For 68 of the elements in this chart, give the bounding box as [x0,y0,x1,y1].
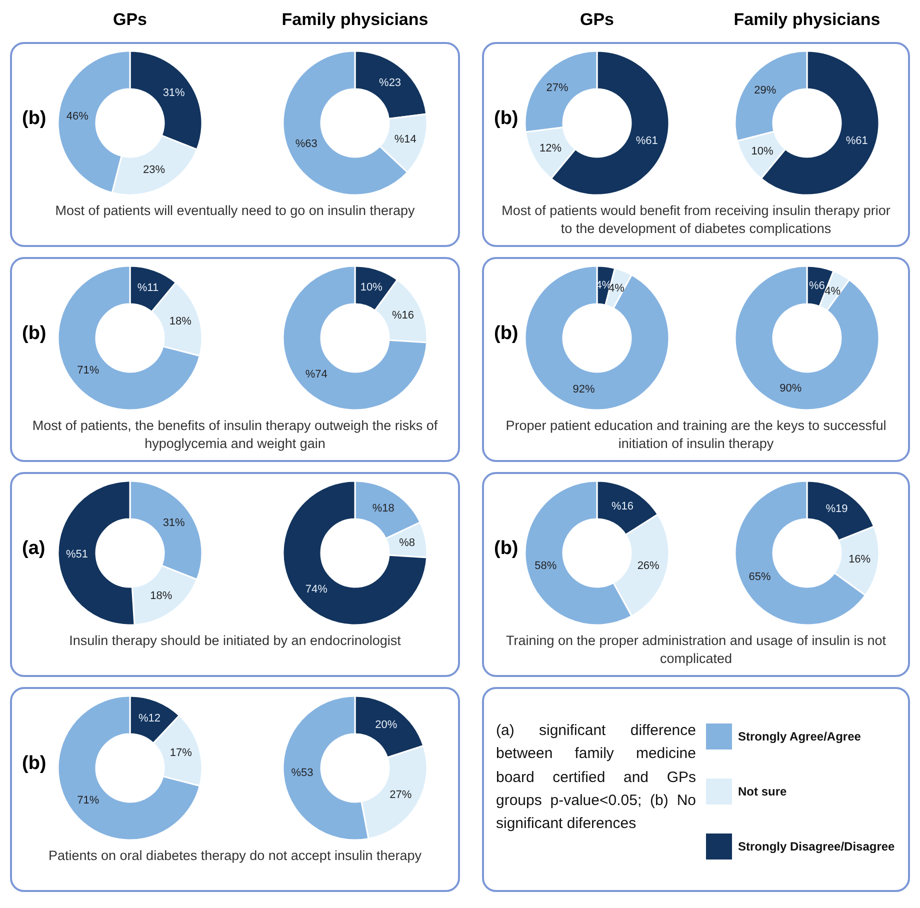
data-label: %8 [399,537,416,550]
data-label: 26% [637,560,660,572]
text: (a) significant difference between family medicine board certified and GPs groups p-value<0.05; (b) No significant diferences [496,721,696,834]
text: (b) [22,108,46,130]
text: (b) [494,108,518,130]
data-label: 16% [848,554,871,566]
data-label: 46% [66,110,89,122]
data-label: 92% [572,383,596,396]
text: Most of patients would benefit from receiving insulin therapy prior to the development of diabetes complications [500,202,892,238]
data-label: 58% [534,560,557,572]
data-label: 71% [77,364,100,376]
donut-slice [734,265,880,411]
data-label: 74% [305,583,328,596]
data-label: 27% [390,788,412,801]
text: Insulin therapy should be initiated by an endocrinologist [68,632,402,650]
data-label: %6 [808,280,825,292]
data-label: %61 [846,134,868,147]
data-label: %14 [394,133,416,146]
chart-title: Family physicians [280,10,430,30]
data-label: 18% [169,316,192,328]
data-label: %23 [379,77,402,90]
donut-slice [57,265,200,411]
data-label: 29% [754,84,776,97]
data-label: %61 [636,134,658,147]
category-label: Not sure [738,784,787,798]
data-label: %63 [295,138,318,150]
data-label: %16 [612,500,634,513]
category-label: Strongly Agree/Agree [738,730,862,744]
text: (b) [494,323,518,345]
category-label: Strongly Disagree/Disagree [738,840,896,854]
data-label: 10% [360,282,383,294]
chart-title: GPs [578,10,616,30]
data-label: 27% [546,82,568,94]
donut-slice [282,265,428,411]
chart-title: Family physicians [732,10,882,30]
donut-slice [524,265,670,411]
data-label: 4% [824,286,841,298]
data-label: 10% [751,145,774,158]
data-label: 12% [540,142,562,155]
data-label: 90% [780,382,802,394]
data-label: %16 [392,309,414,322]
data-label: 20% [375,719,398,732]
data-label: 65% [748,571,771,584]
text: Most of patients will eventually need to go on insulin therapy [54,202,416,220]
data-label: %11 [137,282,159,294]
text: Patients on oral diabetes therapy do not accept insulin therapy [48,847,422,865]
data-label: 17% [170,747,192,760]
text: (b) [494,538,518,560]
data-label: 31% [162,517,186,530]
data-label: %12 [138,712,161,725]
data-label: 71% [77,794,100,806]
donut-slice [57,695,200,841]
text: (b) [22,753,46,775]
text: (a) [22,538,46,560]
text: Most of patients, the benefits of insulin therapy outweigh the risks of hypoglycemia and weight gain [31,417,439,452]
data-label: 18% [150,590,172,602]
data-label: %19 [826,503,848,516]
data-label: %74 [305,368,328,380]
text: Proper patient education and training are the keys to successful initiation of insulin therapy [504,417,888,452]
donut-slice [282,480,428,626]
data-label: 31% [162,87,186,100]
data-label: %51 [66,548,88,561]
chart-title: GPs [112,10,148,30]
text: Training on the proper administration and usage of insulin is not complicated [505,632,887,668]
data-label: 23% [143,164,166,176]
text: (b) [22,323,46,345]
data-label: %18 [372,502,394,514]
data-label: %53 [291,766,314,779]
